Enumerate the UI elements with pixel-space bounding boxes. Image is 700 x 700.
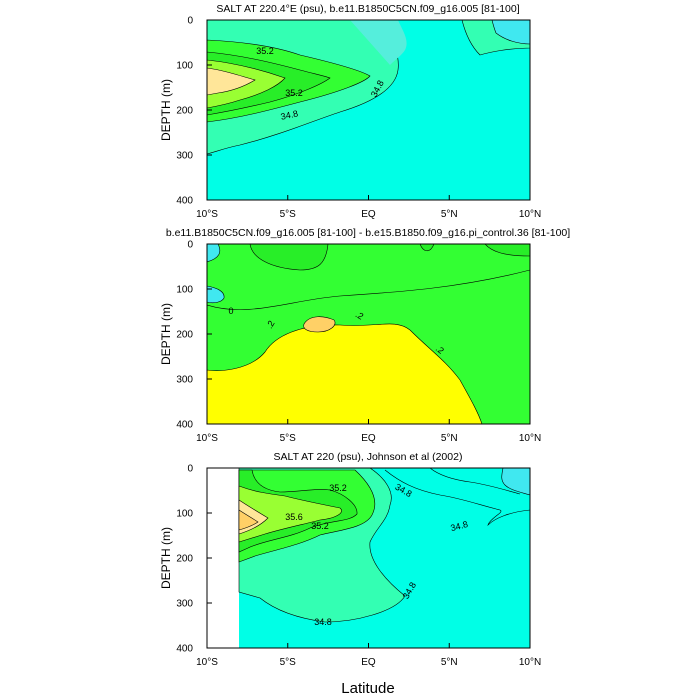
- panel-1-title: SALT AT 220.4°E (psu), b.e11.B1850C5CN.f…: [216, 3, 519, 15]
- p1-region-east-band: [350, 20, 407, 65]
- p1-ytick-label: 100: [176, 61, 193, 72]
- p2-xtick-label: 5°N: [441, 433, 458, 444]
- p2-ytick-label: 200: [176, 330, 193, 341]
- p2-label-2: .2: [264, 319, 276, 331]
- panel-3-title: SALT AT 220 (psu), Johnson et al (2002): [274, 451, 463, 463]
- p1-label-2: 35.2: [285, 88, 303, 98]
- p1-label-1: 35.2: [256, 46, 274, 56]
- p1-ytick-label: 400: [176, 196, 193, 207]
- p3-ytick-label: 300: [176, 599, 193, 610]
- p1-xtick-label: 5°N: [441, 209, 458, 220]
- p1-label-4: 34.8: [280, 108, 299, 121]
- p3-xtick-label: 10°S: [196, 657, 218, 668]
- p1-xtick-label: EQ: [361, 209, 376, 220]
- p3-label-7: 34.8: [314, 617, 332, 627]
- p3-region-ne: [501, 468, 530, 496]
- p2-region-top-east: [484, 244, 530, 257]
- p3-xtick-label: 10°N: [519, 657, 541, 668]
- p2-xtick-label: 10°N: [519, 433, 541, 444]
- p1-ytick-label: 200: [176, 106, 193, 117]
- p2-region-orange: [303, 316, 336, 333]
- x-axis-title: Latitude: [341, 680, 394, 697]
- panel-1: SALT AT 220.4°E (psu), b.e11.B1850C5CN.f…: [159, 3, 541, 220]
- p2-region-cyan-2: [207, 285, 225, 304]
- panel-2-axes: DEPTH (m) 0 100 200 300 400 10°S 5°S EQ 5°N 10°N: [159, 240, 541, 445]
- p2-xtick-label: 5°S: [280, 433, 297, 444]
- p1-region-east-sky: [491, 20, 530, 45]
- panel-2-contours: [207, 244, 530, 424]
- panel-2-title: b.e11.B1850C5CN.f09_g16.005 [81-100] - b…: [166, 227, 570, 239]
- p3-ytick-label: 200: [176, 554, 193, 565]
- p3-label-3: 35.2: [311, 521, 329, 531]
- p1-xtick-label: 10°N: [519, 209, 541, 220]
- p1-xtick-label: 10°S: [196, 209, 218, 220]
- p3-ytick-label: 400: [176, 644, 193, 655]
- panel-3: SALT AT 220 (psu), Johnson et al (2002) …: [159, 451, 541, 668]
- p2-label-3: .2: [354, 309, 366, 321]
- p2-region-yellow: [207, 323, 483, 424]
- p2-ytick-label: 400: [176, 420, 193, 431]
- panel-3-contours: [207, 468, 530, 648]
- p2-xtick-label: 10°S: [196, 433, 218, 444]
- p3-ytick-label: 0: [187, 464, 193, 475]
- panel-3-axes: DEPTH (m) 0 100 200 300 400 10°S 5°S EQ 5°N 10°N: [159, 464, 541, 669]
- p3-xtick-label: 5°N: [441, 657, 458, 668]
- p1-region-core: [207, 67, 256, 96]
- panel-2: b.e11.B1850C5CN.f09_g16.005 [81-100] - b…: [159, 227, 570, 444]
- p3-contour-east: [384, 469, 530, 527]
- p1-ytick-label: 300: [176, 151, 193, 162]
- panel-3-ylabel: DEPTH (m): [159, 527, 173, 589]
- p2-label-1: 0: [228, 306, 233, 316]
- p2-xtick-label: EQ: [361, 433, 376, 444]
- p3-region-356: [238, 485, 342, 543]
- p3-xtick-label: EQ: [361, 657, 376, 668]
- p2-ytick-label: 100: [176, 285, 193, 296]
- p2-ytick-label: 300: [176, 375, 193, 386]
- p2-ytick-label: 0: [187, 240, 193, 251]
- p1-xtick-label: 5°S: [280, 209, 297, 220]
- p3-label-2: 35.6: [285, 512, 303, 522]
- p3-contour-east-2: [429, 468, 521, 495]
- p3-region-core: [238, 509, 259, 531]
- panel-1-contours: [207, 20, 530, 200]
- panel-2-ylabel: DEPTH (m): [159, 303, 173, 365]
- panel-1-axes: DEPTH (m) 0 100 200 300 400 10°S 5°S EQ 5°N 10°N: [159, 16, 541, 221]
- p3-xtick-label: 5°S: [280, 657, 297, 668]
- p3-label-5: 34.8: [449, 519, 469, 533]
- panel-1-ylabel: DEPTH (m): [159, 79, 173, 141]
- p2-region-top: [249, 244, 329, 271]
- p1-ytick-label: 0: [187, 16, 193, 27]
- p3-label-1: 35.2: [329, 483, 347, 493]
- p3-ytick-label: 100: [176, 509, 193, 520]
